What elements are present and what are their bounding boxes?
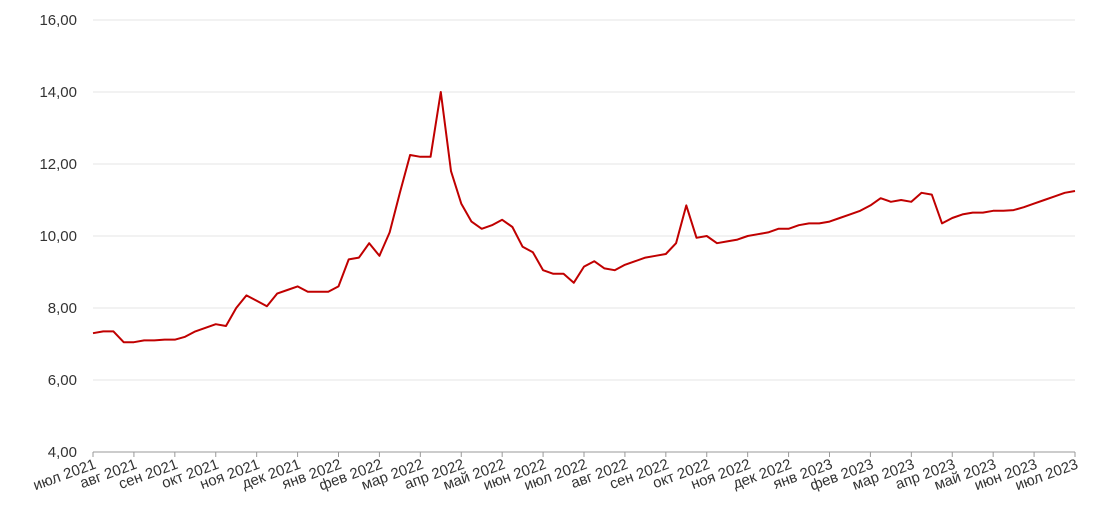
- y-tick-label: 6,00: [48, 372, 77, 389]
- y-tick-label: 14,00: [39, 84, 77, 101]
- line: [92, 91, 1076, 344]
- y-tick-label: 12,00: [39, 156, 77, 173]
- y-tick-label: 10,00: [39, 228, 77, 245]
- y-tick-label: 16,00: [39, 12, 77, 29]
- y-tick-label: 8,00: [48, 300, 77, 317]
- y-tick-label: 4,00: [48, 444, 77, 461]
